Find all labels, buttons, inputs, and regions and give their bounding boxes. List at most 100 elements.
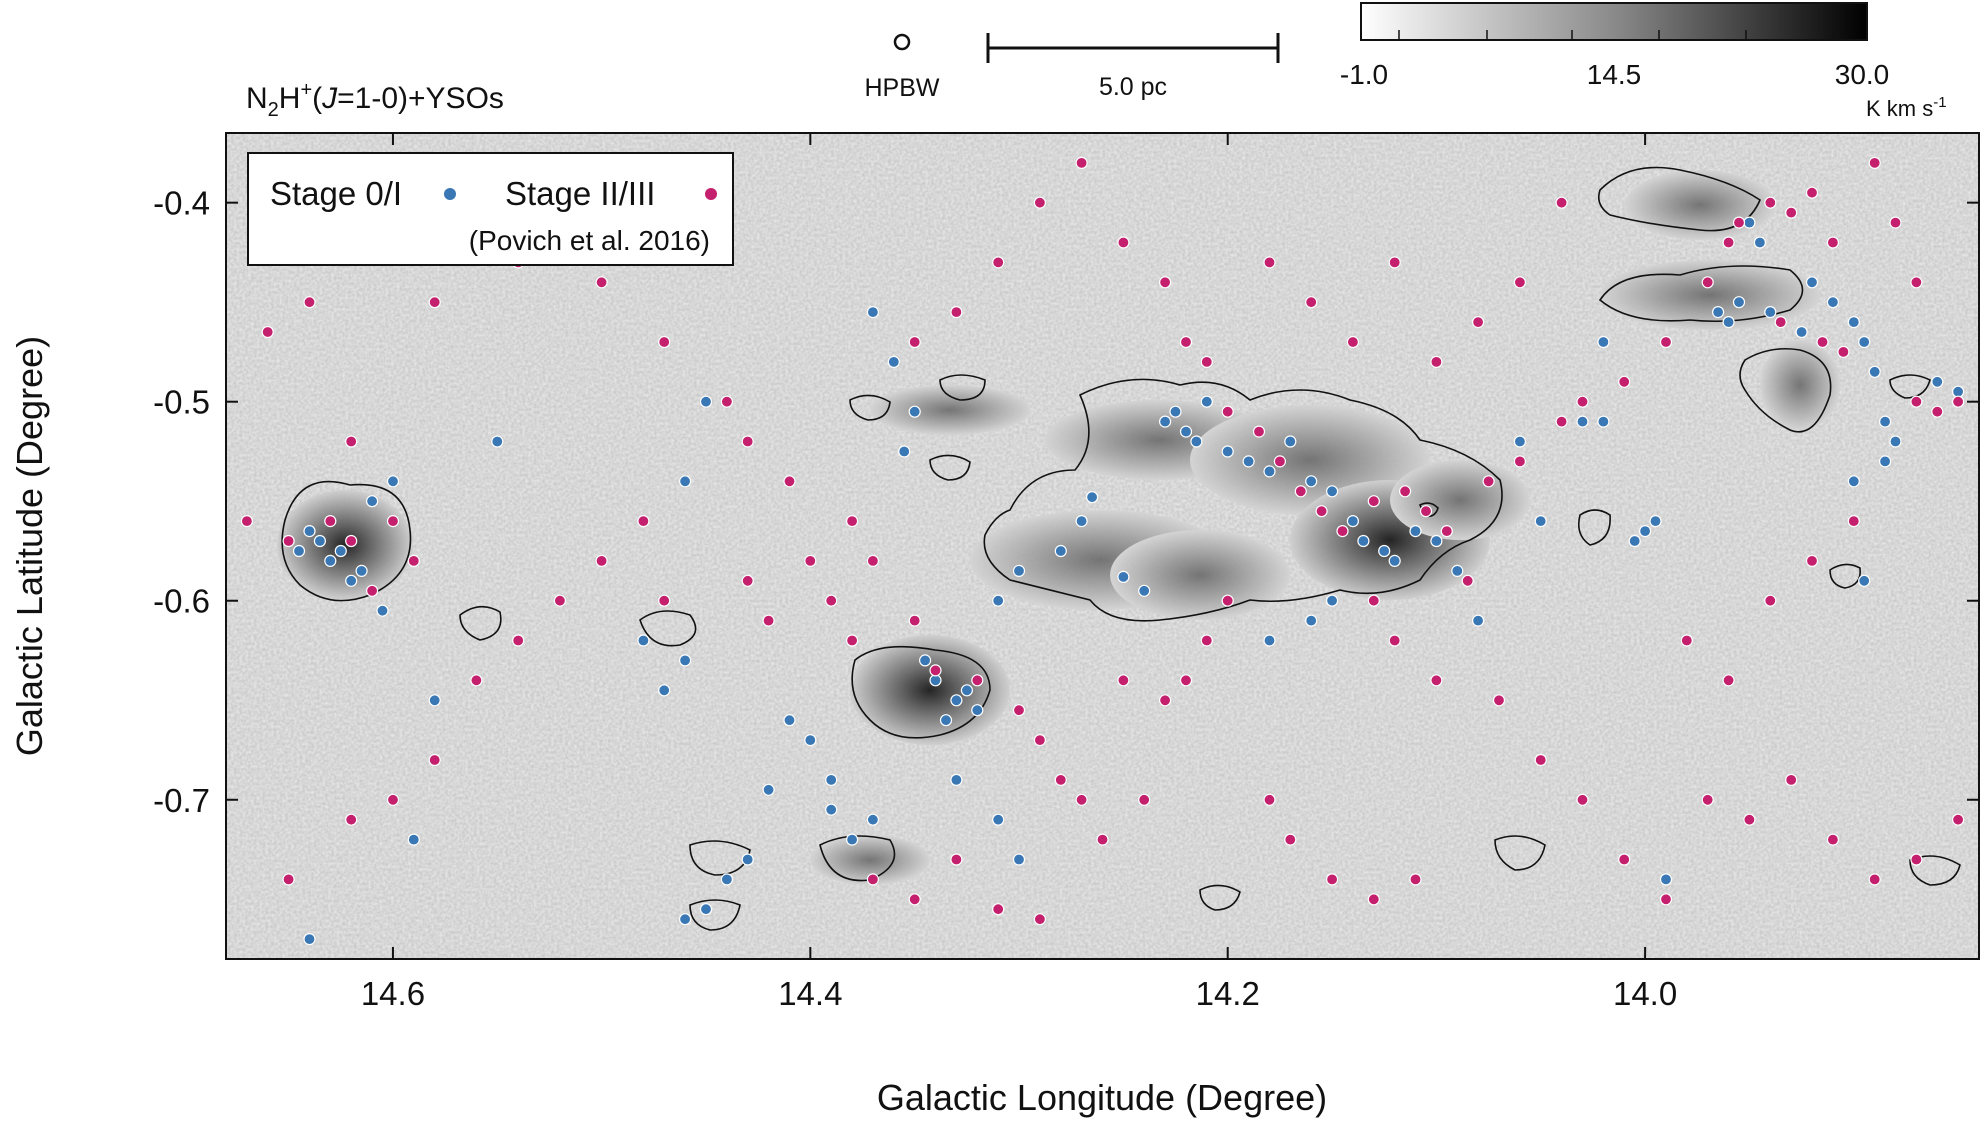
clump-central	[850, 635, 1010, 745]
x-axis-ticks: 14.6 14.4 14.2 14.0	[361, 133, 1677, 1012]
legend-stage23-label: Stage II/III	[505, 175, 655, 212]
point-stage23-113	[825, 594, 838, 607]
point-stage23-96	[1826, 833, 1840, 846]
point-stage01-97	[1471, 614, 1485, 627]
point-stage01-27	[1158, 415, 1172, 428]
point-stage01-7	[355, 564, 368, 578]
point-stage23-70	[1868, 156, 1881, 169]
point-stage23-36	[1158, 276, 1172, 289]
title-molecule-h: H	[279, 82, 301, 115]
point-stage23-35	[1117, 236, 1130, 249]
point-stage01-68	[1795, 325, 1808, 339]
point-stage23-59	[1764, 196, 1777, 209]
point-stage23-48	[1440, 524, 1453, 538]
point-stage01-45	[1305, 614, 1318, 627]
point-stage01-36	[1305, 475, 1318, 488]
point-stage23-107	[386, 793, 400, 806]
point-stage01-66	[1732, 296, 1746, 309]
point-stage23-42	[1294, 485, 1307, 498]
point-stage01-71	[1858, 574, 1871, 587]
point-stage01-98	[1597, 415, 1610, 428]
point-stage23-22	[929, 664, 942, 677]
contour-small-8	[689, 899, 741, 931]
filament-main-e	[1110, 530, 1290, 620]
point-stage01-58	[1878, 415, 1892, 428]
title-j: J	[321, 82, 338, 115]
point-stage23-88	[1492, 694, 1506, 707]
feature-sw	[810, 835, 930, 885]
point-stage01-21	[1012, 564, 1026, 578]
point-stage01-12	[898, 445, 911, 458]
contour-small-6	[689, 840, 751, 876]
point-stage23-64	[1837, 345, 1850, 358]
point-stage23-121	[1284, 833, 1297, 846]
point-stage23-50	[1482, 475, 1495, 488]
point-stage01-17	[939, 714, 953, 727]
point-stage01-10	[866, 306, 880, 319]
point-stage23-58	[1732, 216, 1746, 229]
point-stage23-38	[1200, 355, 1213, 368]
point-stage01-9	[376, 604, 389, 617]
point-stage23-72	[1555, 196, 1568, 209]
points-stage-23	[240, 156, 1965, 926]
point-stage23-8	[303, 296, 316, 309]
point-stage23-57	[1722, 236, 1735, 249]
point-stage23-89	[1534, 753, 1547, 767]
point-stage01-34	[1263, 465, 1276, 478]
contour-small-3	[1577, 509, 1611, 546]
point-stage01-24	[1085, 491, 1099, 504]
point-stage23-29	[1138, 793, 1151, 806]
contour-small-10	[1199, 884, 1241, 911]
point-stage23-0	[282, 534, 295, 548]
point-stage23-32	[992, 256, 1005, 269]
point-stage23-91	[1618, 853, 1631, 866]
colorbar-unit-text: K km s	[1866, 96, 1933, 121]
point-stage23-45	[1367, 495, 1380, 508]
contour-ne-2	[1598, 265, 1804, 323]
point-stage23-84	[1117, 674, 1130, 687]
beam-circle	[893, 33, 911, 51]
point-stage01-46	[1263, 634, 1276, 647]
colorbar	[1360, 2, 1868, 41]
point-stage23-10	[428, 296, 441, 309]
contours	[281, 166, 1961, 931]
point-stage23-99	[1951, 813, 1965, 826]
point-stage23-49	[1461, 574, 1474, 587]
point-stage01-72	[845, 833, 859, 846]
point-stage23-81	[1200, 634, 1213, 647]
scale-bar-label: 5.0 pc	[1099, 73, 1167, 101]
point-stage23-98	[1910, 853, 1923, 866]
point-stage23-63	[1816, 335, 1829, 349]
point-stage23-117	[950, 853, 963, 866]
colorbar-tick-mid: 14.5	[1587, 59, 1642, 90]
x-tick-label-3: 14.0	[1613, 975, 1677, 1012]
point-stage01-99	[1659, 873, 1673, 886]
x-axis-label: Galactic Longitude (Degree)	[877, 1077, 1327, 1118]
point-stage01-50	[1649, 514, 1662, 528]
x-tick-label-0: 14.6	[361, 975, 425, 1012]
point-stage23-80	[1221, 594, 1234, 607]
legend-stage23-marker	[705, 188, 717, 200]
point-stage23-123	[1367, 893, 1380, 906]
point-stage01-62	[1931, 375, 1944, 388]
point-stage01-52	[1753, 236, 1767, 249]
point-stage23-23	[971, 674, 984, 687]
point-stage23-30	[908, 335, 921, 349]
point-stage23-111	[762, 614, 775, 627]
point-stage01-79	[678, 913, 692, 926]
point-stage23-34	[1075, 156, 1088, 169]
point-stage23-47	[1419, 505, 1433, 518]
point-stage23-2	[345, 534, 358, 548]
point-stage23-66	[1931, 405, 1944, 418]
point-stage01-18	[960, 684, 974, 697]
point-stage23-127	[1764, 594, 1777, 607]
point-stage01-35	[1284, 435, 1297, 448]
point-stage23-79	[1263, 256, 1276, 269]
point-stage01-8	[292, 544, 306, 558]
point-stage01-60	[1878, 455, 1892, 468]
point-stage01-89	[783, 714, 796, 727]
point-stage23-3	[386, 514, 400, 528]
point-stage23-104	[512, 634, 525, 647]
point-stage23-77	[1346, 335, 1360, 349]
point-stage23-97	[1868, 873, 1881, 886]
